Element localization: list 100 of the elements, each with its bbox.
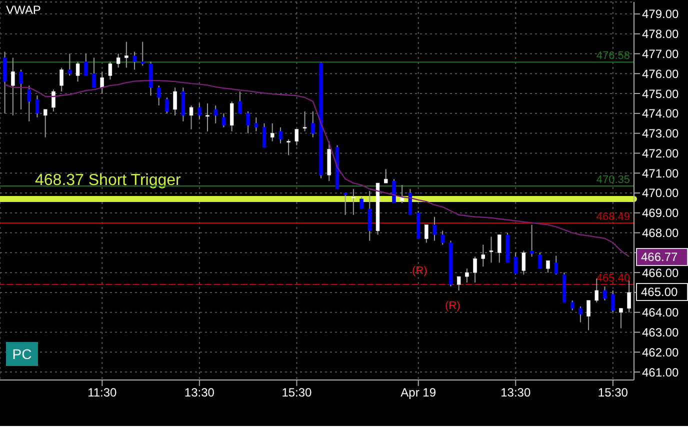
chart-title: VWAP bbox=[6, 3, 41, 17]
candlestick bbox=[52, 89, 56, 112]
candlestick bbox=[489, 236, 494, 264]
candlestick bbox=[514, 252, 518, 276]
y-tick-label: 470.00 bbox=[642, 186, 680, 200]
candlestick bbox=[530, 224, 534, 258]
candlestick bbox=[619, 308, 623, 329]
text: 465.00 bbox=[636, 283, 688, 301]
text: 466.77 bbox=[636, 248, 688, 266]
candlestick bbox=[352, 188, 356, 216]
candlestick bbox=[392, 178, 396, 204]
candlestick bbox=[198, 102, 202, 120]
candlestick bbox=[594, 278, 598, 303]
candlestick bbox=[498, 234, 502, 264]
candlestick bbox=[108, 61, 112, 80]
candlestick bbox=[68, 53, 72, 76]
candlestick bbox=[602, 286, 607, 301]
candlestick bbox=[481, 244, 485, 268]
candlestick bbox=[214, 104, 218, 124]
y-tick-label: 476.00 bbox=[642, 66, 680, 81]
candlestick bbox=[538, 252, 542, 270]
candlestick bbox=[278, 126, 282, 144]
candlestick bbox=[148, 61, 153, 96]
candlestick bbox=[230, 100, 234, 132]
candlestick bbox=[19, 69, 23, 110]
candlestick bbox=[586, 300, 590, 331]
candlestick bbox=[238, 91, 242, 114]
ref-line-label: 468.37 Short Trigger bbox=[35, 172, 182, 189]
candlestick bbox=[84, 53, 88, 76]
candlestick bbox=[360, 196, 364, 210]
candlestick bbox=[578, 306, 582, 323]
candlestick bbox=[302, 110, 307, 132]
y-tick-label: 473.00 bbox=[642, 126, 680, 141]
candlestick bbox=[246, 110, 250, 134]
candlestick bbox=[465, 268, 469, 284]
candlestick bbox=[522, 250, 526, 276]
candlestick bbox=[189, 104, 194, 130]
y-tick-label: 478.00 bbox=[642, 27, 680, 42]
candlestick bbox=[254, 116, 258, 132]
candlestick bbox=[27, 85, 31, 122]
annotation: (R) bbox=[445, 300, 460, 312]
y-tick-label: 474.00 bbox=[642, 106, 680, 121]
candlestick bbox=[92, 57, 96, 88]
y-tick-label: 461.00 bbox=[642, 365, 680, 380]
x-tick-label: 15:30 bbox=[282, 386, 312, 400]
ref-line-label: 476.58 bbox=[596, 50, 630, 62]
candlestick bbox=[100, 71, 104, 94]
candlestick bbox=[35, 95, 40, 118]
y-tick-label: 477.00 bbox=[642, 46, 680, 61]
y-tick-label: 475.00 bbox=[642, 86, 680, 101]
candlestick bbox=[473, 256, 477, 284]
candlestick bbox=[311, 110, 315, 138]
x-tick-label: 13:30 bbox=[500, 386, 531, 400]
candlestick bbox=[546, 260, 550, 274]
candlestick bbox=[132, 51, 136, 70]
candlestick bbox=[554, 255, 558, 276]
candlestick bbox=[570, 300, 574, 311]
y-tick-label: 468.00 bbox=[642, 226, 680, 240]
ref-line-label: 470.35 bbox=[596, 174, 630, 186]
y-tick-label: 472.00 bbox=[642, 146, 680, 160]
candlestick bbox=[2, 51, 7, 114]
candlestick bbox=[116, 53, 120, 68]
x-tick-label: Apr 19 bbox=[400, 386, 436, 400]
candlestick bbox=[262, 122, 266, 148]
candlestick bbox=[440, 230, 444, 246]
candlestick bbox=[157, 85, 161, 106]
candlestick bbox=[140, 41, 144, 66]
y-tick-label: 463.00 bbox=[642, 326, 680, 340]
candlestick bbox=[60, 67, 64, 92]
ref-line-label: 465.40 bbox=[596, 272, 630, 285]
candlestick bbox=[44, 108, 48, 138]
candlestick bbox=[222, 112, 226, 128]
candlestick bbox=[408, 188, 412, 216]
candlestick bbox=[286, 138, 290, 156]
candlestick bbox=[173, 87, 177, 116]
y-tick-label: 464.00 bbox=[642, 306, 680, 320]
annotation: (R) bbox=[412, 265, 428, 277]
candlestick bbox=[165, 96, 169, 114]
candlestick bbox=[343, 192, 348, 216]
candlestick bbox=[368, 190, 372, 242]
y-tick-label: 471.00 bbox=[642, 166, 680, 180]
candlestick bbox=[424, 224, 428, 244]
x-tick-label: 15:30 bbox=[598, 386, 628, 400]
candlestick bbox=[627, 280, 631, 313]
candlestick bbox=[611, 290, 615, 313]
candlestick bbox=[124, 41, 128, 68]
candlestick bbox=[400, 184, 404, 204]
pc-button: PC bbox=[6, 342, 38, 366]
candlestick bbox=[432, 216, 436, 242]
candlestick bbox=[294, 128, 299, 146]
candlestick bbox=[384, 168, 388, 184]
x-tick-label: 11:30 bbox=[88, 386, 118, 400]
ref-line-label: 468.49 bbox=[596, 211, 630, 224]
y-tick-label: 469.00 bbox=[642, 206, 680, 220]
candlestick bbox=[206, 102, 210, 132]
x-tick-label: 13:30 bbox=[184, 386, 215, 400]
candlestick bbox=[270, 122, 274, 142]
candlestick bbox=[76, 61, 80, 82]
candlestick bbox=[11, 57, 15, 116]
candlestick bbox=[181, 87, 186, 122]
